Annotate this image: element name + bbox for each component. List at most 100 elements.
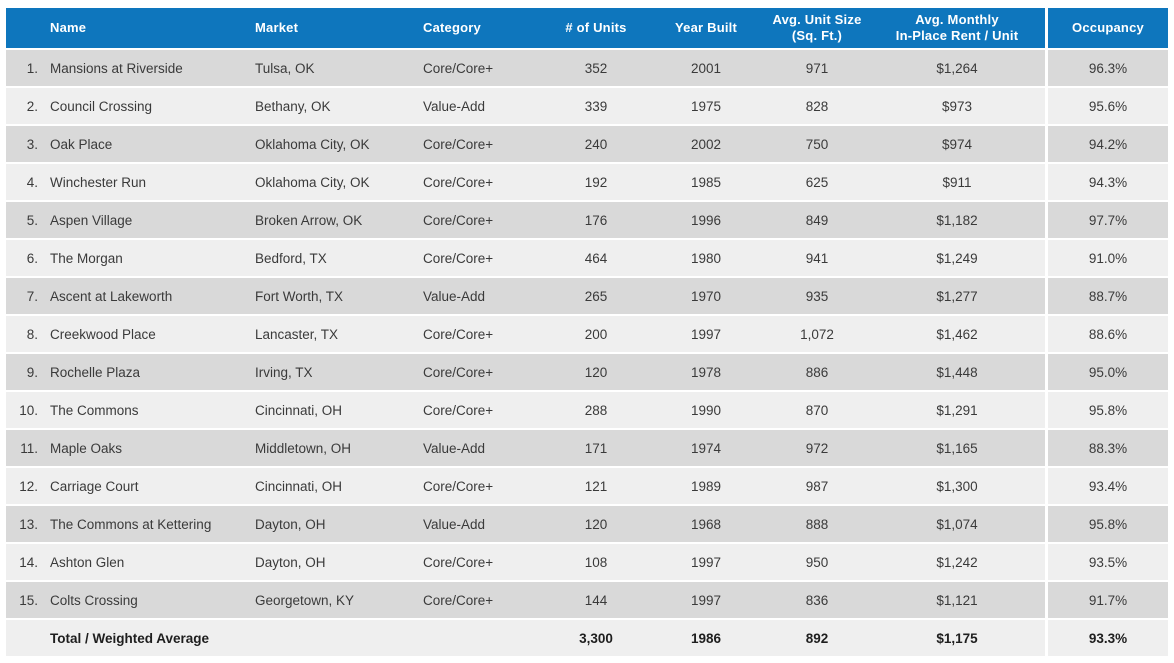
total-category xyxy=(417,620,545,656)
cell-name: Mansions at Riverside xyxy=(44,50,249,86)
cell-occupancy: 95.6% xyxy=(1045,88,1168,124)
header-occupancy: Occupancy xyxy=(1045,8,1168,48)
cell-avg_unit_size: 828 xyxy=(765,88,869,124)
cell-rank: 1. xyxy=(6,50,44,86)
total-occupancy: 93.3% xyxy=(1045,620,1168,656)
table-row: 2. Council Crossing Bethany, OK Value-Add 33… xyxy=(6,88,1168,124)
table-row: 14. Ashton Glen Dayton, OH Core/Core+ 108 199… xyxy=(6,544,1168,580)
cell-rank: 2. xyxy=(6,88,44,124)
table-row: 11. Maple Oaks Middletown, OH Value-Add 171 1… xyxy=(6,430,1168,466)
cell-avg_unit_size: 935 xyxy=(765,278,869,314)
cell-rank: 7. xyxy=(6,278,44,314)
cell-avg_rent: $1,264 xyxy=(869,50,1045,86)
header-year-built: Year Built xyxy=(647,8,765,48)
cell-name: Council Crossing xyxy=(44,88,249,124)
cell-units: 171 xyxy=(545,430,647,466)
cell-occupancy: 95.8% xyxy=(1045,392,1168,428)
cell-units: 200 xyxy=(545,316,647,352)
cell-market: Fort Worth, TX xyxy=(249,278,417,314)
cell-avg_unit_size: 849 xyxy=(765,202,869,238)
cell-name: Rochelle Plaza xyxy=(44,354,249,390)
cell-rank: 5. xyxy=(6,202,44,238)
cell-year_built: 1974 xyxy=(647,430,765,466)
table-row: 3. Oak Place Oklahoma City, OK Core/Core+ 24… xyxy=(6,126,1168,162)
cell-name: Winchester Run xyxy=(44,164,249,200)
cell-avg_rent: $1,121 xyxy=(869,582,1045,618)
cell-rank: 14. xyxy=(6,544,44,580)
table-row: 6. The Morgan Bedford, TX Core/Core+ 464 1980… xyxy=(6,240,1168,276)
table-row: 1. Mansions at Riverside Tulsa, OK Core/Cor… xyxy=(6,50,1168,86)
cell-market: Irving, TX xyxy=(249,354,417,390)
cell-units: 176 xyxy=(545,202,647,238)
total-row: Total / Weighted Average 3,300 1986 892 … xyxy=(6,620,1168,656)
cell-avg_rent: $973 xyxy=(869,88,1045,124)
cell-category: Core/Core+ xyxy=(417,468,545,504)
cell-occupancy: 95.0% xyxy=(1045,354,1168,390)
total-label: Total / Weighted Average xyxy=(44,620,249,656)
total-avg-rent: $1,175 xyxy=(869,620,1045,656)
cell-category: Core/Core+ xyxy=(417,202,545,238)
cell-year_built: 2001 xyxy=(647,50,765,86)
cell-units: 108 xyxy=(545,544,647,580)
cell-category: Core/Core+ xyxy=(417,392,545,428)
cell-rank: 10. xyxy=(6,392,44,428)
cell-occupancy: 96.3% xyxy=(1045,50,1168,86)
cell-avg_unit_size: 941 xyxy=(765,240,869,276)
cell-category: Value-Add xyxy=(417,278,545,314)
header-avg-unit-size: Avg. Unit Size (Sq. Ft.) xyxy=(765,8,869,48)
cell-rank: 15. xyxy=(6,582,44,618)
cell-market: Dayton, OH xyxy=(249,544,417,580)
table-body: 1. Mansions at Riverside Tulsa, OK Core/Cor… xyxy=(6,50,1168,618)
total-market xyxy=(249,620,417,656)
total-year-built: 1986 xyxy=(647,620,765,656)
cell-category: Core/Core+ xyxy=(417,50,545,86)
table-row: 7. Ascent at Lakeworth Fort Worth, TX Value… xyxy=(6,278,1168,314)
cell-units: 352 xyxy=(545,50,647,86)
cell-avg_unit_size: 987 xyxy=(765,468,869,504)
cell-name: Aspen Village xyxy=(44,202,249,238)
cell-market: Georgetown, KY xyxy=(249,582,417,618)
cell-category: Core/Core+ xyxy=(417,354,545,390)
cell-units: 240 xyxy=(545,126,647,162)
cell-avg_unit_size: 888 xyxy=(765,506,869,542)
header-market: Market xyxy=(249,8,417,48)
cell-year_built: 1978 xyxy=(647,354,765,390)
cell-year_built: 1997 xyxy=(647,544,765,580)
total-avg-unit-size: 892 xyxy=(765,620,869,656)
cell-market: Cincinnati, OH xyxy=(249,392,417,428)
cell-rank: 4. xyxy=(6,164,44,200)
cell-market: Lancaster, TX xyxy=(249,316,417,352)
cell-year_built: 1970 xyxy=(647,278,765,314)
cell-avg_rent: $1,182 xyxy=(869,202,1045,238)
cell-year_built: 1989 xyxy=(647,468,765,504)
table-row: 5. Aspen Village Broken Arrow, OK Core/Core… xyxy=(6,202,1168,238)
cell-units: 464 xyxy=(545,240,647,276)
total-rank xyxy=(6,620,44,656)
cell-category: Core/Core+ xyxy=(417,240,545,276)
cell-name: Carriage Court xyxy=(44,468,249,504)
cell-name: Creekwood Place xyxy=(44,316,249,352)
header-avg-rent: Avg. Monthly In-Place Rent / Unit xyxy=(869,8,1045,48)
cell-rank: 8. xyxy=(6,316,44,352)
cell-rank: 9. xyxy=(6,354,44,390)
header-category: Category xyxy=(417,8,545,48)
cell-name: Ascent at Lakeworth xyxy=(44,278,249,314)
table-row: 8. Creekwood Place Lancaster, TX Core/Core+… xyxy=(6,316,1168,352)
cell-occupancy: 88.3% xyxy=(1045,430,1168,466)
cell-rank: 3. xyxy=(6,126,44,162)
cell-rank: 6. xyxy=(6,240,44,276)
cell-rank: 11. xyxy=(6,430,44,466)
header-rank xyxy=(6,8,44,48)
cell-category: Value-Add xyxy=(417,88,545,124)
cell-occupancy: 88.6% xyxy=(1045,316,1168,352)
cell-avg_unit_size: 886 xyxy=(765,354,869,390)
cell-avg_unit_size: 950 xyxy=(765,544,869,580)
cell-avg_unit_size: 972 xyxy=(765,430,869,466)
cell-avg_rent: $911 xyxy=(869,164,1045,200)
table-header-row: Name Market Category # of Units Year Bui… xyxy=(6,8,1168,48)
cell-name: Oak Place xyxy=(44,126,249,162)
cell-year_built: 1968 xyxy=(647,506,765,542)
cell-market: Broken Arrow, OK xyxy=(249,202,417,238)
cell-avg_unit_size: 750 xyxy=(765,126,869,162)
